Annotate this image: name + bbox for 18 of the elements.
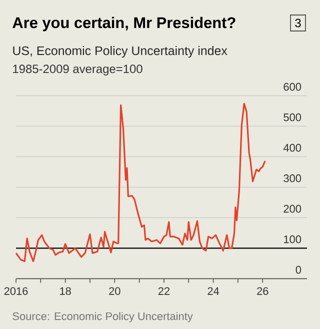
y-tick-label: 300 bbox=[284, 174, 302, 182]
source-note: Source: Economic Policy Uncertainty bbox=[12, 312, 193, 322]
x-tick-label: 22 bbox=[158, 287, 170, 295]
text: 1985-2009 average=100 bbox=[13, 64, 142, 76]
text: 3 bbox=[295, 18, 301, 28]
y-tick-label: 600 bbox=[284, 82, 302, 91]
chart-title: Are you certain, Mr President? bbox=[12, 16, 236, 32]
y-tick-label: 200 bbox=[284, 204, 302, 213]
y-tick-label: 100 bbox=[284, 235, 302, 244]
x-tick-label: 26 bbox=[257, 287, 268, 295]
y-tick-label: 0 bbox=[296, 266, 302, 274]
x-tick-label: 20 bbox=[109, 287, 120, 295]
y-tick-label: 400 bbox=[283, 144, 302, 152]
chart-subtitle: US, Economic Policy Uncertainty index bbox=[13, 46, 228, 58]
x-tick-label: 2016 bbox=[4, 287, 28, 295]
x-tick-label: 18 bbox=[60, 287, 71, 295]
x-tick-label: 24 bbox=[208, 287, 220, 295]
y-tick-label: 500 bbox=[284, 113, 302, 122]
